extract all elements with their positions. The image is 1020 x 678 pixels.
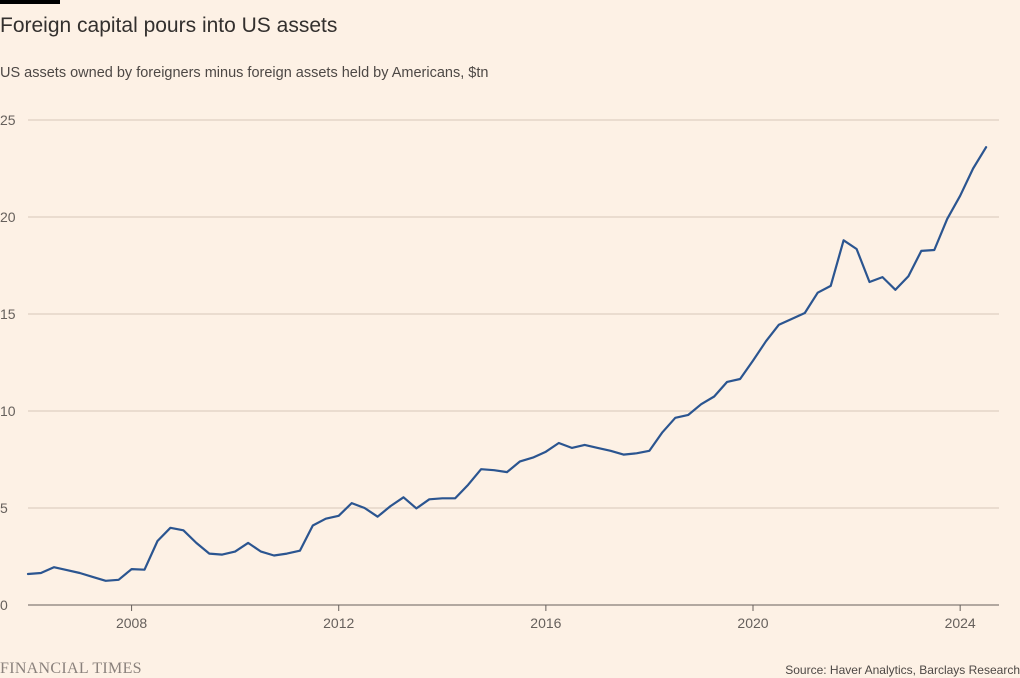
x-tick-label: 2024 (945, 615, 976, 631)
y-axis-ticks: 0 5 10 15 20 25 (0, 112, 16, 613)
x-tick-label: 2012 (323, 615, 354, 631)
x-tick-label: 2016 (530, 615, 561, 631)
brand-logo-text: FINANCIAL TIMES (0, 660, 142, 677)
chart-subtitle: US assets owned by foreigners minus fore… (0, 65, 489, 81)
chart-title: Foreign capital pours into US assets (0, 14, 338, 37)
y-tick-label: 25 (0, 112, 16, 128)
y-tick-label: 15 (0, 306, 16, 322)
y-tick-label: 10 (0, 403, 16, 419)
x-tick-label: 2020 (737, 615, 768, 631)
top-accent-bar (0, 0, 60, 4)
gridlines (28, 119, 999, 606)
source-note: Source: Haver Analytics, Barclays Resear… (785, 663, 1020, 677)
y-tick-label: 20 (0, 209, 16, 225)
x-tick-label: 2008 (116, 615, 147, 631)
y-tick-label: 0 (0, 597, 8, 613)
x-axis-ticks: 2008 2012 2016 2020 2024 (116, 605, 976, 631)
series-layer (26, 146, 988, 582)
y-tick-label: 5 (0, 500, 8, 516)
series-line (26, 146, 988, 582)
